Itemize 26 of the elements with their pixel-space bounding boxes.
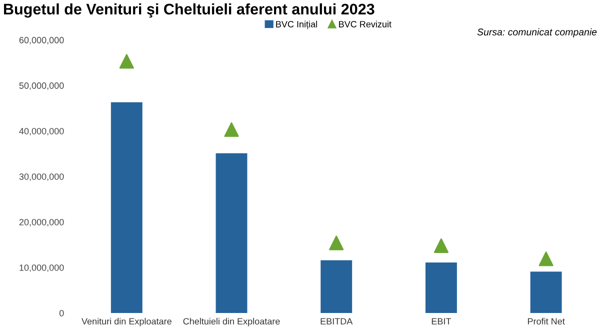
y-tick-label: 10,000,000 — [20, 264, 64, 272]
legend-label: BVC Inițial — [276, 20, 317, 30]
x-tick-label: EBIT — [432, 318, 452, 324]
bar — [110, 102, 142, 314]
bar — [320, 260, 352, 314]
y-tick-label: 20,000,000 — [19, 218, 64, 226]
chart-title: Bugetul de Venituri şi Cheltuieli aferent anului 2023 — [4, 3, 374, 18]
x-tick-label: Profit Net — [528, 318, 565, 325]
point — [434, 238, 448, 253]
bar — [530, 272, 562, 314]
y-tick-label: 40,000,000 — [19, 128, 64, 136]
x-tick-label: Cheltuieli din Exploatare — [183, 318, 280, 326]
text: Sursa: comunicat companie — [477, 28, 597, 38]
y-tick-label: 60,000,000 — [19, 36, 64, 44]
point — [329, 236, 344, 250]
point — [538, 252, 554, 266]
x-tick-label: Venituri din Exploatare — [82, 318, 172, 326]
point — [224, 122, 239, 137]
point — [119, 54, 134, 69]
y-tick-label: 0 — [59, 310, 64, 316]
bar — [216, 153, 248, 314]
y-tick-label: 50,000,000 — [19, 82, 64, 90]
legend-label: BVC Revizuit — [339, 20, 392, 28]
x-tick-label: EBITDA — [320, 318, 353, 324]
bar — [425, 262, 457, 314]
y-tick-label: 30,000,000 — [19, 173, 64, 181]
